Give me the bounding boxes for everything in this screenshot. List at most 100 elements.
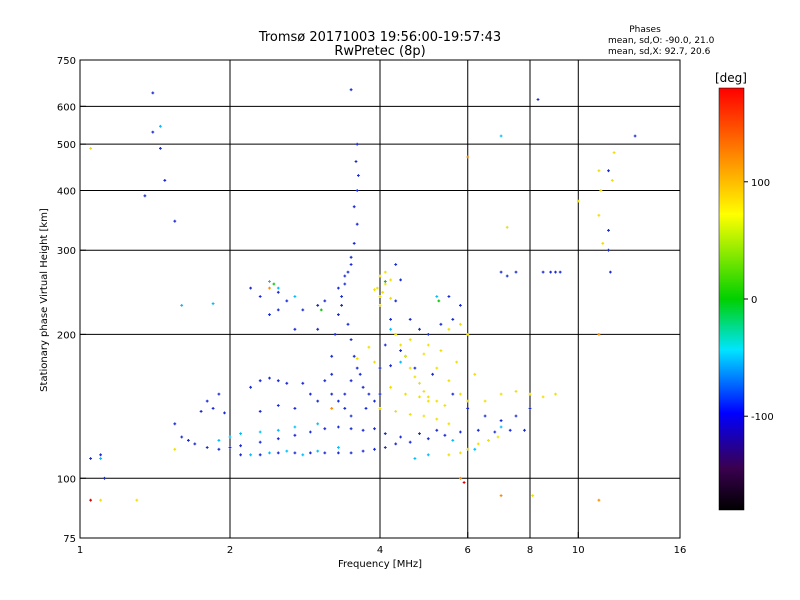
data-point	[349, 263, 353, 266]
data-point	[99, 457, 102, 460]
colorbar-tick-label: 100	[751, 178, 770, 189]
data-point	[355, 189, 359, 192]
data-point	[346, 270, 350, 274]
data-point	[99, 453, 102, 457]
data-point	[455, 360, 458, 364]
data-point	[330, 354, 334, 358]
x-tick-label: 4	[377, 545, 383, 556]
x-axis-label: Frequency [MHz]	[338, 559, 422, 570]
data-point	[349, 88, 353, 92]
data-point	[316, 304, 320, 307]
data-point	[249, 385, 252, 389]
data-point	[466, 447, 470, 451]
data-point	[217, 447, 221, 451]
data-point	[276, 404, 280, 407]
data-point	[373, 447, 376, 451]
data-point	[337, 286, 340, 290]
data-point	[633, 134, 637, 138]
data-point	[408, 440, 412, 444]
data-point	[159, 147, 162, 150]
data-point	[459, 430, 462, 434]
y-axis-label: Stationary phase Virtual Height [km]	[39, 208, 50, 392]
x-tick-label: 1	[77, 545, 83, 556]
data-point	[408, 366, 412, 370]
data-point	[554, 392, 557, 396]
data-point	[268, 376, 271, 380]
x-tick-label: 10	[572, 545, 585, 556]
data-point	[549, 270, 552, 274]
data-point	[258, 440, 262, 444]
data-point	[211, 407, 215, 410]
data-point	[383, 446, 387, 449]
data-point	[451, 392, 455, 396]
plot-frame	[79, 59, 681, 539]
data-point	[354, 160, 358, 163]
data-point	[285, 299, 289, 303]
data-point	[451, 439, 455, 442]
data-point	[239, 453, 242, 457]
data-point	[249, 286, 252, 290]
data-point	[435, 366, 439, 370]
data-point	[499, 419, 503, 422]
data-point	[459, 322, 462, 326]
data-point	[541, 270, 545, 274]
data-point	[487, 439, 490, 442]
data-point	[187, 439, 190, 442]
data-point	[268, 313, 271, 316]
colorbar-label: [deg]	[715, 71, 747, 85]
data-point	[437, 299, 441, 303]
data-point	[293, 425, 297, 429]
data-point	[276, 451, 280, 455]
axis-ticks: 1 2 4 6 8 10 16 75 100 200 300 400 500 600 750	[57, 56, 686, 556]
data-point	[333, 333, 337, 336]
data-point	[349, 379, 353, 383]
chart-subtitle: RwPretec (8p)	[334, 44, 425, 59]
data-point	[352, 242, 356, 245]
data-point	[293, 451, 297, 455]
data-point	[378, 366, 382, 370]
data-point	[378, 407, 382, 410]
data-point	[276, 437, 280, 441]
data-point	[323, 299, 327, 303]
data-point	[355, 142, 359, 146]
data-point	[89, 457, 92, 460]
data-point	[514, 414, 518, 418]
data-point	[383, 270, 387, 274]
data-point	[205, 399, 209, 403]
data-point	[276, 286, 280, 290]
data-point	[352, 205, 356, 209]
data-point	[268, 286, 271, 290]
data-point	[135, 498, 139, 502]
data-point	[459, 304, 462, 307]
data-point	[597, 169, 601, 173]
data-point	[418, 432, 421, 435]
data-point	[418, 395, 421, 399]
data-point	[394, 442, 398, 446]
data-point	[399, 349, 402, 352]
data-point	[612, 151, 616, 154]
data-point	[408, 413, 412, 416]
data-point	[536, 98, 540, 101]
data-point	[343, 274, 347, 278]
data-point	[358, 372, 362, 376]
data-point	[373, 288, 376, 292]
data-point	[361, 428, 365, 432]
data-point	[375, 286, 379, 290]
data-point	[316, 449, 320, 453]
data-point	[173, 447, 177, 451]
data-point	[554, 270, 557, 274]
data-point	[394, 299, 398, 303]
data-point	[426, 453, 430, 457]
data-point	[431, 372, 434, 376]
data-point	[466, 333, 470, 336]
data-point	[597, 213, 601, 217]
data-point	[508, 428, 512, 432]
data-point	[301, 381, 305, 385]
data-point	[476, 442, 480, 446]
data-point	[276, 379, 280, 383]
data-point	[426, 333, 430, 336]
data-point	[337, 399, 340, 403]
data-point	[383, 343, 387, 347]
data-point	[389, 278, 392, 282]
y-tick-label: 300	[57, 246, 76, 257]
